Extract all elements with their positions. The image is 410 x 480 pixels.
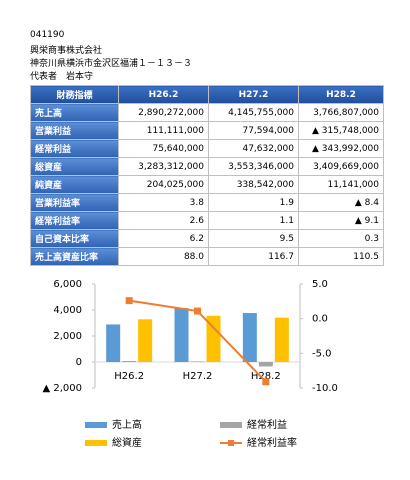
address: 神奈川県横浜市金沢区福浦１－１３－３ bbox=[30, 59, 193, 69]
bar bbox=[122, 361, 137, 362]
table-row: 総資産 3,283,312,000 3,553,346,000 3,409,669,0… bbox=[30, 157, 384, 176]
y-tick-label: ▲ 2,000 bbox=[43, 383, 83, 394]
legend-label: 売上高 bbox=[112, 418, 142, 431]
marker bbox=[262, 378, 270, 386]
table-row: 売上高資産比率 88.0 116.7 110.5 bbox=[30, 247, 384, 266]
bar bbox=[206, 315, 221, 362]
table-cell: H26.2 bbox=[118, 85, 209, 104]
y-tick-label: 6,000 bbox=[53, 279, 82, 290]
y-tick-label: 0 bbox=[76, 357, 82, 368]
bar bbox=[190, 361, 205, 362]
representative: 代表者 岩本守 bbox=[30, 72, 94, 82]
table-cell: 財務指標 bbox=[30, 85, 119, 104]
table-cell: 自己資本比率 bbox=[30, 229, 119, 248]
table-cell: H28.2 bbox=[298, 85, 384, 104]
bar bbox=[274, 317, 289, 362]
legend-swatch bbox=[85, 422, 107, 428]
bar bbox=[174, 308, 189, 362]
legend-label: 総資産 bbox=[112, 436, 142, 449]
y-tick-label: 4,000 bbox=[53, 305, 82, 316]
table-row: 自己資本比率 6.2 9.5 0.3 bbox=[30, 229, 384, 248]
table-row: 営業利益率 3.8 1.9 ▲ 8.4 bbox=[30, 193, 384, 212]
legend-swatch bbox=[85, 440, 107, 446]
x-tick-label: H26.2 bbox=[114, 371, 144, 382]
table-row: 経常利益率 2.6 1.1 ▲ 9.1 bbox=[30, 211, 384, 230]
legend-swatch bbox=[220, 422, 242, 428]
table-cell: 経常利益率 bbox=[30, 211, 119, 230]
table-cell: 売上高 bbox=[30, 103, 119, 122]
table-row: 純資産 204,025,000 338,542,000 11,141,000 bbox=[30, 175, 384, 194]
bar bbox=[138, 319, 153, 362]
y2-tick-label: -5.0 bbox=[312, 348, 332, 359]
table-cell: 経常利益 bbox=[30, 139, 119, 158]
table-cell: 116.7 bbox=[208, 247, 299, 266]
y2-tick-label: -10.0 bbox=[312, 383, 338, 394]
legend-label: 経常利益 bbox=[247, 418, 287, 431]
x-tick-label: H27.2 bbox=[183, 371, 213, 382]
y2-tick-label: 0.0 bbox=[312, 314, 328, 325]
y-tick-label: 2,000 bbox=[53, 331, 82, 342]
legend-marker bbox=[228, 440, 234, 446]
table-row: 経常利益 75,640,000 47,632,000 ▲ 343,992,000 bbox=[30, 139, 384, 158]
bar bbox=[258, 362, 273, 367]
table-cell: 営業利益率 bbox=[30, 193, 119, 212]
x-tick-label: H28.2 bbox=[251, 371, 281, 382]
financial-table: 財務指標 H26.2 H27.2 H28.2 売上高 2,890,272,000 4,145… bbox=[30, 85, 384, 266]
table-cell: 110.5 bbox=[298, 247, 384, 266]
company: 興栄商事株式会社 bbox=[30, 46, 103, 56]
marker bbox=[194, 307, 201, 315]
bar bbox=[242, 313, 257, 362]
legend-label: 経常利益率 bbox=[247, 436, 297, 449]
bar bbox=[106, 324, 121, 362]
marker bbox=[125, 297, 133, 305]
y2-tick-label: 5.0 bbox=[312, 279, 328, 290]
code: 041190 bbox=[30, 30, 65, 40]
